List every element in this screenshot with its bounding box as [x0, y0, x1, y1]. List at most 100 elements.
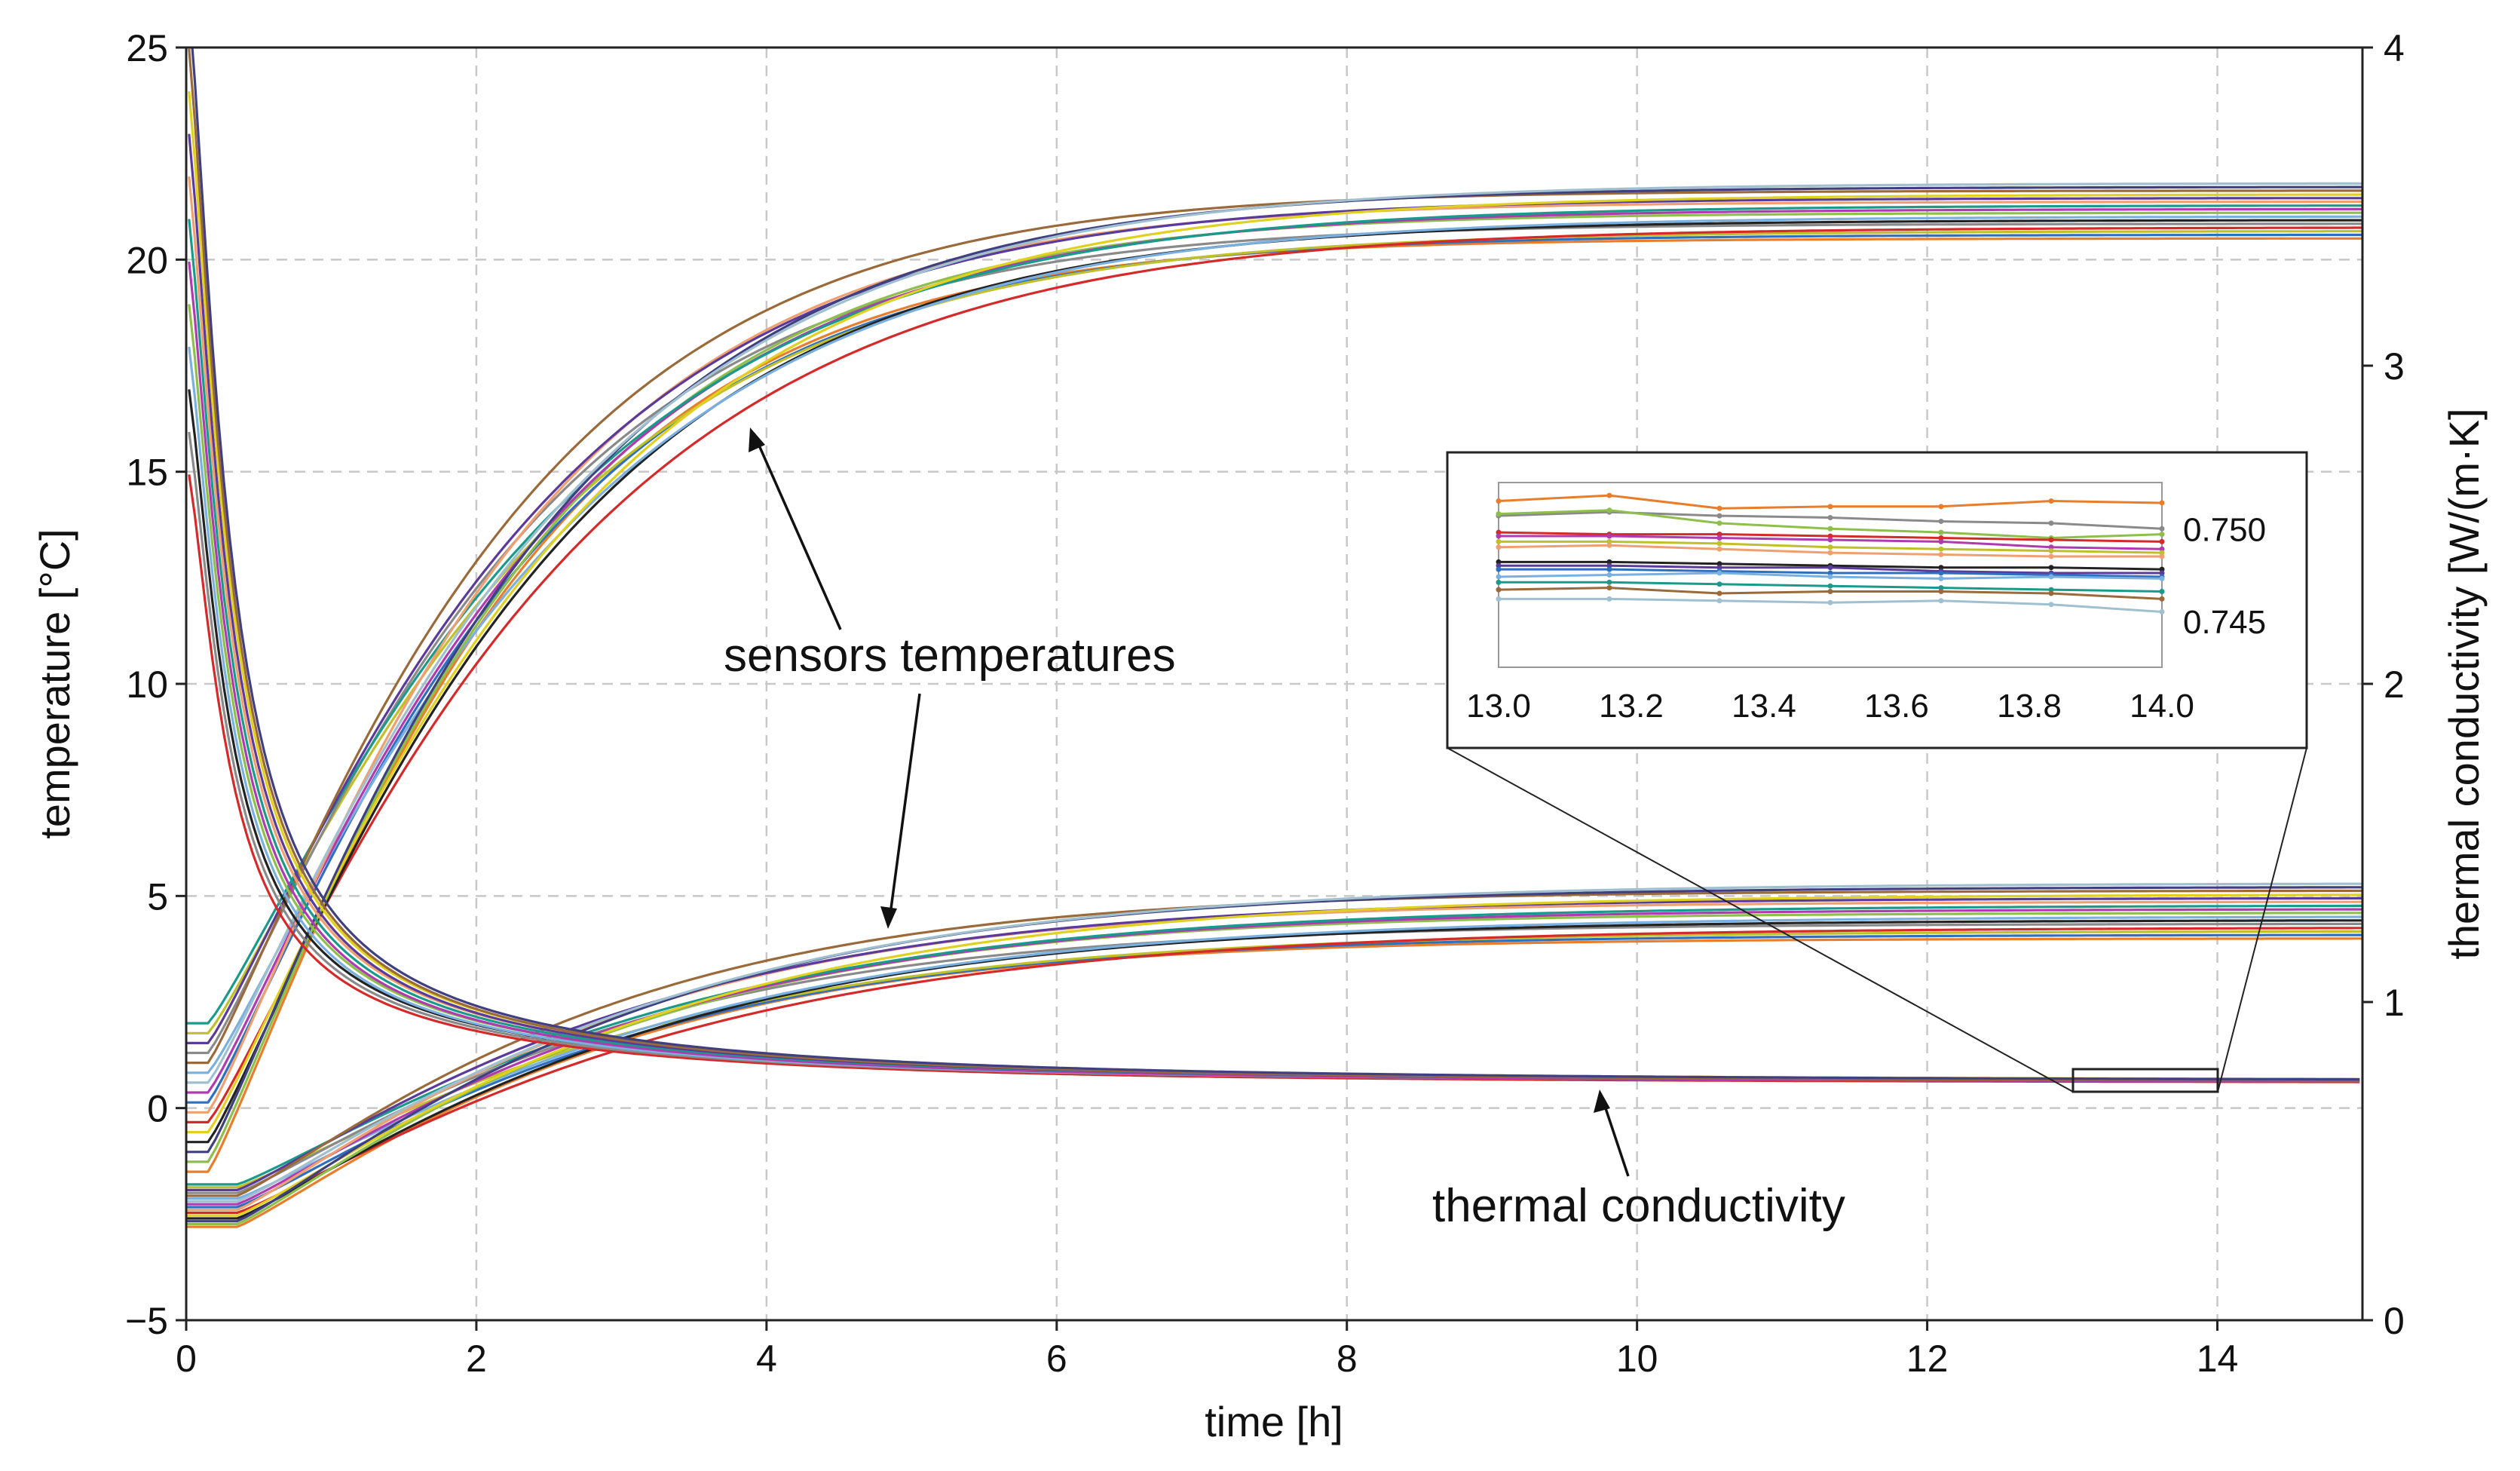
inset-zoom-panel: 13.0 13.2 13.4 13.6 13.8 14.0 0.750 0.745: [1446, 451, 2308, 749]
inset-point: [1606, 585, 1612, 591]
inset-point: [2159, 546, 2165, 552]
annotation-sensors-label: sensors temperatures: [724, 630, 1176, 682]
annotation-conductivity-arrowhead: [1594, 1089, 1610, 1113]
inset-point: [2048, 574, 2054, 580]
inset-x-tick-label: 13.8: [1997, 688, 2062, 725]
inset-point: [1496, 562, 1502, 568]
inset-point: [2159, 589, 2165, 595]
inset-point: [2159, 532, 2165, 538]
y-tick-label: 25: [126, 27, 168, 69]
inset-point: [1716, 535, 1722, 541]
upper-temperature-line-13: [186, 193, 2362, 1134]
x-tick-label: 12: [1906, 1338, 1949, 1380]
inset-point: [2159, 550, 2165, 556]
inset-point: [1827, 599, 1833, 605]
inset-point: [2048, 590, 2054, 596]
inset-point: [1827, 526, 1833, 532]
x-tick-label: 14: [2197, 1338, 2239, 1380]
inset-y-ticks: 0.750 0.745: [2183, 511, 2266, 641]
inset-point: [1496, 574, 1502, 580]
inset-point: [1496, 511, 1502, 517]
upper-temperature-line-4: [186, 226, 2362, 1123]
inset-point: [1827, 570, 1833, 576]
inset-point: [1606, 579, 1612, 585]
inset-point: [1938, 546, 1944, 552]
inset-point: [1606, 572, 1612, 578]
zoom-region: [2071, 1068, 2219, 1093]
inset-point: [1606, 538, 1612, 544]
inset-point: [1827, 504, 1833, 510]
inset-point: [2048, 544, 2054, 550]
inset-point: [1606, 566, 1612, 572]
inset-point: [1496, 498, 1502, 504]
y2-tick-label: 3: [2384, 345, 2405, 388]
inset-point: [1938, 538, 1944, 544]
inset-point: [2159, 500, 2165, 506]
x-axis-title: time [h]: [1205, 1398, 1343, 1445]
inset-point: [1827, 515, 1833, 521]
inset-point: [1716, 598, 1722, 604]
x-axis-ticks: 0 2 4 6 8 10 12 14: [176, 1320, 2238, 1380]
y-tick-label: 5: [147, 875, 168, 918]
inset-point: [1938, 504, 1944, 510]
annotation-conductivity-label: thermal conductivity: [1432, 1180, 1845, 1232]
annotation-conductivity: thermal conductivity: [1432, 1089, 1845, 1232]
inset-point: [1716, 570, 1722, 576]
inset-point: [1716, 513, 1722, 519]
y2-tick-label: 0: [2384, 1300, 2405, 1342]
inset-point: [2159, 609, 2165, 614]
annotation-sensors-arrow-up: [752, 433, 842, 630]
lower-temperature-line-6: [186, 919, 2362, 1220]
lower-temperature-line-13: [186, 893, 2362, 1217]
inset-series: [1496, 492, 2165, 614]
annotation-conductivity-arrow: [1600, 1096, 1630, 1177]
inset-x-tick-label: 13.4: [1732, 688, 1796, 725]
inset-point: [1496, 566, 1502, 572]
annotation-sensors-arrowhead-up: [749, 428, 765, 452]
inset-point: [2048, 537, 2054, 543]
inset-point: [1606, 507, 1612, 513]
lower-temperature-line-15: [186, 886, 2362, 1223]
lower-temperature-line-7: [186, 915, 2362, 1200]
inset-point: [2159, 596, 2165, 602]
inset-point: [1938, 589, 1944, 595]
upper-temperature-series: [186, 182, 2362, 1173]
inset-point: [1938, 570, 1944, 576]
inset-point: [1827, 583, 1833, 589]
inset-point: [2159, 570, 2165, 576]
inset-point: [2159, 538, 2165, 544]
inset-point: [1496, 533, 1502, 539]
inset-point: [1606, 559, 1612, 565]
inset-point: [2048, 520, 2054, 526]
inset-point: [1496, 538, 1502, 544]
upper-temperature-line-14: [186, 189, 2362, 1065]
x-tick-label: 6: [1046, 1338, 1067, 1380]
inset-point: [1827, 544, 1833, 550]
x-tick-label: 4: [756, 1338, 777, 1380]
conductivity-line-12: [191, 48, 2360, 1081]
inset-point: [1827, 550, 1833, 556]
inset-point: [2159, 566, 2165, 572]
inset-point: [1716, 541, 1722, 547]
x-tick-label: 2: [466, 1338, 487, 1380]
inset-point: [1716, 561, 1722, 567]
zoom-connector-left: [1447, 747, 2074, 1093]
inset-x-tick-label: 13.0: [1466, 688, 1531, 725]
inset-point: [1496, 579, 1502, 585]
lower-temperature-line-9: [186, 908, 2362, 1206]
lower-temperature-line-4: [186, 927, 2362, 1215]
y-tick-label: 20: [126, 239, 168, 281]
inset-y-tick-label: 0.750: [2183, 511, 2266, 548]
annotation-sensors-arrow-down: [888, 693, 921, 921]
inset-point: [2048, 602, 2054, 608]
inset-point: [1938, 565, 1944, 571]
inset-x-tick-label: 14.0: [2130, 688, 2194, 725]
inset-point: [2159, 575, 2165, 581]
inset-point: [2048, 565, 2054, 571]
inset-point: [1827, 589, 1833, 595]
inset-point: [1938, 518, 1944, 524]
inset-point: [1938, 598, 1944, 604]
inset-point: [1606, 596, 1612, 602]
inset-point: [1827, 537, 1833, 543]
